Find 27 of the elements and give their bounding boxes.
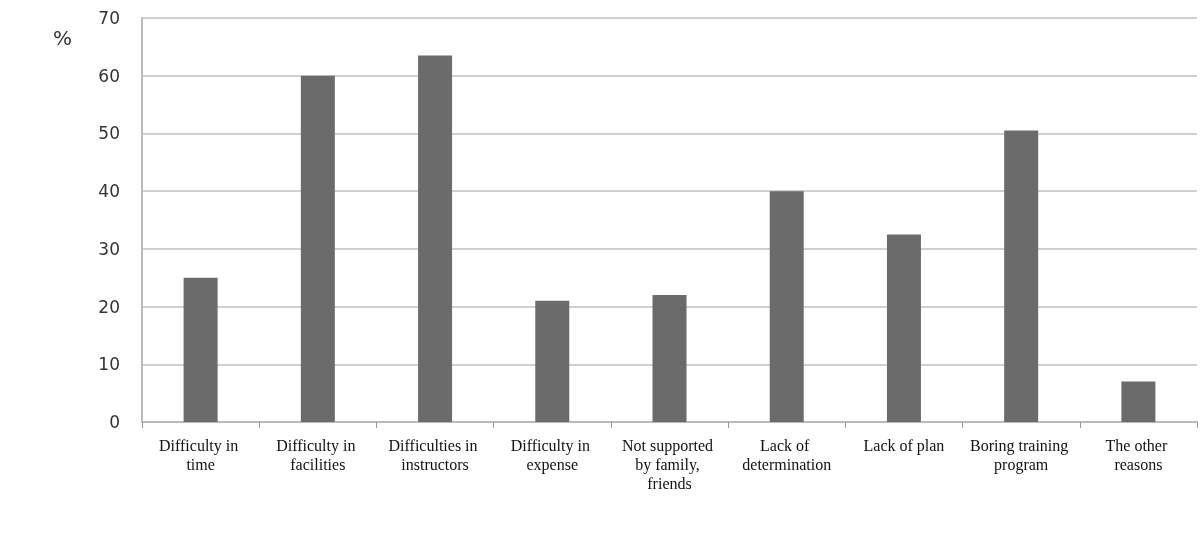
x-tick-label: Lack of plan xyxy=(863,437,945,455)
x-tick-label: Difficulty in time xyxy=(158,437,243,473)
bar xyxy=(1004,130,1039,422)
bar xyxy=(183,277,218,422)
y-axis-title: % xyxy=(52,26,72,50)
x-tick-label: Difficulty in expense xyxy=(510,437,594,474)
x-tick-label: Not supported by family, friends xyxy=(621,437,718,492)
y-tick-label: 0 xyxy=(109,412,120,432)
x-tick-label: Lack of determination xyxy=(742,437,832,473)
x-tick-label: The other reasons xyxy=(1105,437,1172,473)
bar xyxy=(1121,381,1156,422)
bar xyxy=(652,295,687,422)
y-tick-label: 10 xyxy=(98,354,120,375)
bar xyxy=(535,300,570,422)
bar xyxy=(769,191,804,422)
y-tick-label: 60 xyxy=(98,65,120,86)
y-tick-label: 20 xyxy=(98,296,120,317)
bar xyxy=(886,234,921,422)
bar xyxy=(418,55,453,422)
y-tick-label: 30 xyxy=(98,238,120,259)
x-tick-label: Boring training program xyxy=(970,437,1073,474)
x-tick-label: Difficulties in instructors xyxy=(388,437,482,473)
y-tick-label: 40 xyxy=(98,181,120,202)
y-tick-label: 50 xyxy=(98,123,120,144)
bar xyxy=(300,75,335,422)
y-tick-label: 70 xyxy=(98,8,120,28)
x-tick-label: Difficulty in facilities xyxy=(276,437,360,473)
